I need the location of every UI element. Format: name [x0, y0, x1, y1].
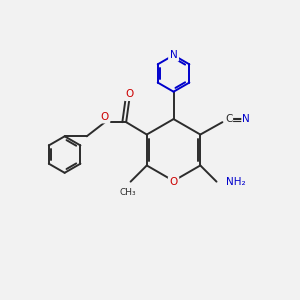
Text: NH₂: NH₂	[226, 177, 246, 187]
Text: C: C	[225, 114, 233, 124]
Text: O: O	[125, 89, 134, 100]
Text: O: O	[169, 177, 178, 188]
Text: O: O	[100, 112, 109, 122]
Text: N: N	[242, 114, 250, 124]
Text: CH₃: CH₃	[120, 188, 136, 197]
Text: N: N	[170, 50, 177, 60]
